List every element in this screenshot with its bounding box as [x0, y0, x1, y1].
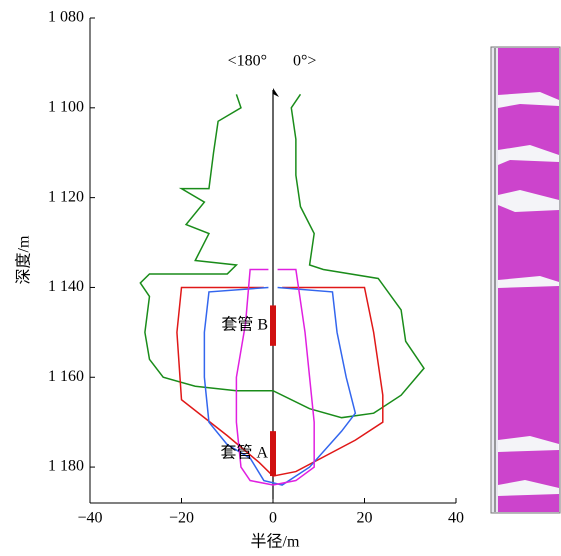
y-tick-label: 1 180	[48, 458, 84, 475]
x-axis-label: 半径/m	[251, 533, 300, 551]
x-tick-label: 0	[269, 510, 277, 527]
profile-line	[177, 287, 383, 476]
casing	[270, 305, 276, 345]
y-tick-label: 1 120	[48, 188, 84, 205]
y-tick-label: 1 140	[48, 278, 84, 295]
page: {"chart_data": {"type": "line", "x_label…	[0, 0, 561, 556]
annotation: 0°>	[293, 53, 316, 70]
casing-label: 套管 B	[221, 315, 268, 333]
x-tick-label: 20	[357, 510, 373, 527]
chart: 深度/m 半径/m 1 080 1 100 1 120 1 140 1 160 1 180…	[0, 0, 561, 556]
y-axis-label: 深度/m	[15, 235, 33, 284]
y-tick-label: 1 160	[48, 368, 84, 385]
y-tick-label: 1 100	[48, 98, 84, 115]
annotation: <180°	[228, 53, 267, 70]
x-tick-label: −20	[169, 510, 194, 527]
casing	[270, 431, 276, 476]
y-tick-label: 1 080	[48, 9, 84, 26]
direction-marker	[273, 88, 279, 97]
log-strip	[491, 47, 560, 513]
x-tick-label: 40	[448, 510, 464, 527]
profile-line	[140, 94, 424, 417]
casing-label: 套管 A	[220, 443, 268, 461]
x-tick-label: −40	[77, 510, 102, 527]
